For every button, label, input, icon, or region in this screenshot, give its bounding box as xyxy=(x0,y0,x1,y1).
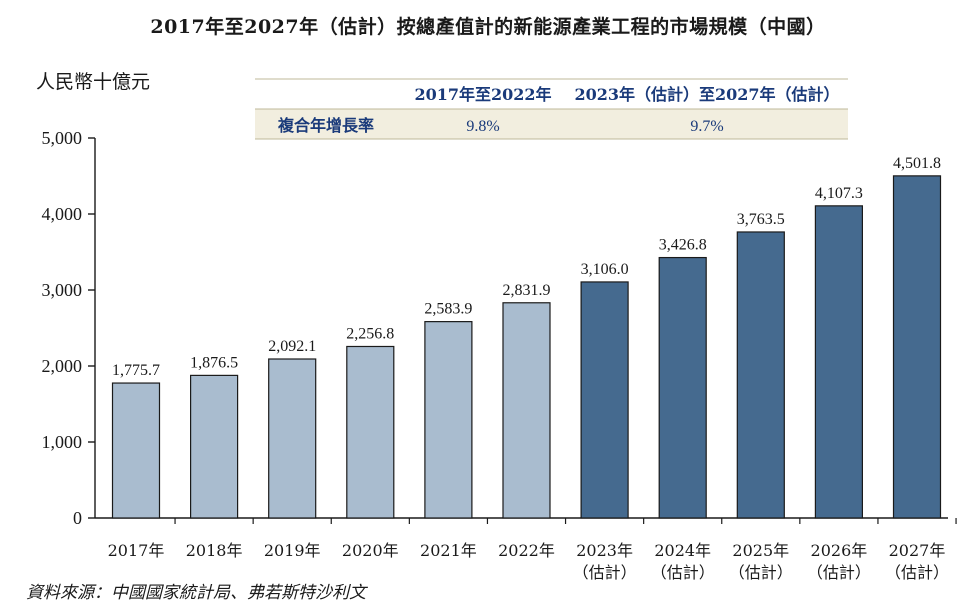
bar-value-label: 1,876.5 xyxy=(190,354,238,371)
x-tick-label: 2025年 xyxy=(732,541,789,560)
y-tick-label: 2,000 xyxy=(42,356,83,376)
x-tick-label: 2023年 xyxy=(576,541,633,560)
cagr-table-row-label: 複合年增長率 xyxy=(277,116,374,135)
bar-value-label: 2,583.9 xyxy=(424,301,472,318)
bar xyxy=(190,374,239,519)
bar-value-label: 4,107.3 xyxy=(815,185,863,202)
x-tick-label: 2021年 xyxy=(420,541,477,560)
x-tick-label: 2017年 xyxy=(108,541,165,560)
x-tick-label: 2022年 xyxy=(498,541,555,560)
bar xyxy=(424,321,473,519)
y-tick-label: 4,000 xyxy=(42,204,83,224)
bar-value-label: 3,763.5 xyxy=(737,211,785,228)
source-note: 資料來源：中國國家統計局、弗若斯特沙利文 xyxy=(26,583,366,603)
bar xyxy=(814,205,864,519)
bar xyxy=(658,256,707,519)
bar-value-label: 3,106.0 xyxy=(581,261,629,278)
bar xyxy=(502,302,551,519)
cagr-table: 2017年至2022年 2023年（估計）至2027年（估計） 複合年增長率 9.8%… xyxy=(255,78,848,140)
y-axis-label: 人民幣十億元 xyxy=(36,71,150,93)
x-tick-label: （估計） xyxy=(885,563,949,582)
y-axis: 0 1,000 2,000 3,000 4,000 5,000 xyxy=(42,128,948,528)
bar xyxy=(268,358,317,519)
bar xyxy=(892,175,942,519)
x-tick-label: 2024年 xyxy=(654,541,711,560)
bar-value-label: 2,831.9 xyxy=(503,282,551,299)
bar xyxy=(111,382,161,519)
bar-value-label: 1,775.7 xyxy=(112,362,160,379)
cagr-table-header: 2023年（估計）至2027年（估計） xyxy=(574,85,839,104)
cagr-table-value: 9.8% xyxy=(466,118,499,135)
x-tick-label: （估計） xyxy=(729,563,793,582)
x-tick-label: 2018年 xyxy=(186,541,243,560)
cagr-table-value: 9.7% xyxy=(690,118,723,135)
x-tick-label: （估計） xyxy=(807,563,871,582)
x-tick-label: 2026年 xyxy=(811,541,868,560)
bar-value-label: 2,092.1 xyxy=(268,338,316,355)
bar-value-label: 3,426.8 xyxy=(659,237,707,254)
y-tick-label: 5,000 xyxy=(42,128,83,148)
y-tick-label: 0 xyxy=(73,508,82,528)
y-tick-label: 3,000 xyxy=(42,280,83,300)
bar xyxy=(346,345,395,519)
bar-value-label: 2,256.8 xyxy=(346,325,394,342)
bar xyxy=(736,231,785,519)
x-tick-label: 2019年 xyxy=(264,541,321,560)
cagr-table-row-bg xyxy=(255,109,848,139)
x-axis-labels: 2017年 2018年 2019年 2020年 2021年 2022年 2023年 （估計） 2… xyxy=(108,518,957,582)
x-tick-label: （估計） xyxy=(651,563,715,582)
x-tick-label: 2020年 xyxy=(342,541,399,560)
x-tick-label: （估計） xyxy=(573,563,637,582)
bar-value-label: 4,501.8 xyxy=(893,155,941,172)
chart-title: 2017年至2027年（估計）按總產值計的新能源產業工程的市場規模（中國） xyxy=(150,16,826,38)
x-tick-label: 2027年 xyxy=(889,541,946,560)
bars-group: 1,775.7 1,876.5 2,092.1 2,256.8 2,583.9 2,831… xyxy=(111,155,942,519)
y-tick-label: 1,000 xyxy=(42,432,83,452)
bar xyxy=(580,281,629,519)
cagr-table-header: 2017年至2022年 xyxy=(414,85,551,104)
